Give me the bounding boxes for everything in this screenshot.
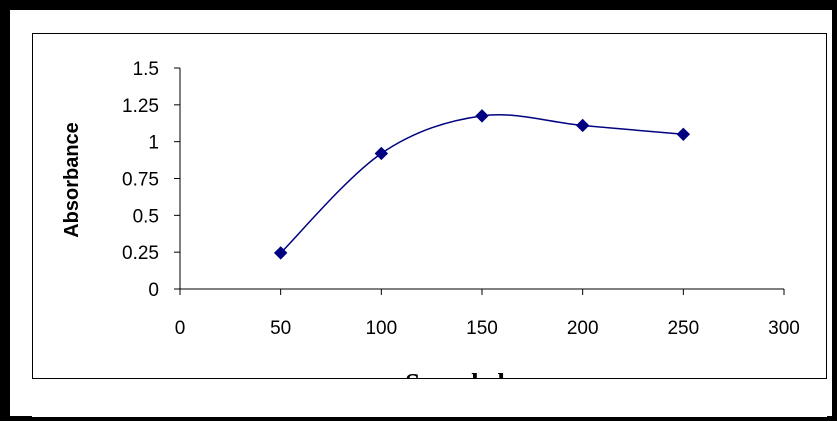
x-tick-label: 100: [365, 318, 397, 339]
data-point-marker: [475, 109, 489, 123]
y-axis-title: Absorbance: [61, 122, 83, 238]
tick-labels: 0 0.25 0.5 0.75 1 1.25 1.5 0 50 100 150 200 250 300: [122, 59, 800, 339]
x-tick-label: 0: [175, 318, 186, 339]
series-line-group: [280, 114, 684, 254]
chart-area: [10, 10, 832, 416]
series-line: [280, 114, 684, 254]
data-markers: [273, 109, 691, 260]
data-point-marker: [676, 127, 691, 142]
y-tick-label: 0.25: [122, 243, 159, 264]
data-point-marker: [575, 118, 590, 133]
x-tick-label: 200: [567, 318, 599, 339]
y-tick-label: 0.75: [122, 170, 159, 191]
y-tick-label: 0.5: [133, 206, 159, 227]
data-point-marker: [374, 146, 389, 161]
x-tick-label: 300: [768, 318, 800, 339]
plot-border: [32, 33, 827, 387]
x-tick-label: 250: [667, 318, 699, 339]
axis-ticks: [174, 67, 785, 295]
axes: [179, 68, 784, 290]
data-point-marker: [273, 246, 288, 260]
x-axis-title: Sample loop: [405, 368, 547, 398]
y-tick-label: 1.5: [133, 59, 159, 80]
y-tick-label: 1.25: [122, 96, 159, 117]
x-tick-label: 50: [270, 318, 291, 339]
y-tick-label: 0: [148, 280, 159, 301]
x-tick-label: 150: [466, 318, 498, 339]
y-tick-label: 1: [148, 133, 159, 154]
